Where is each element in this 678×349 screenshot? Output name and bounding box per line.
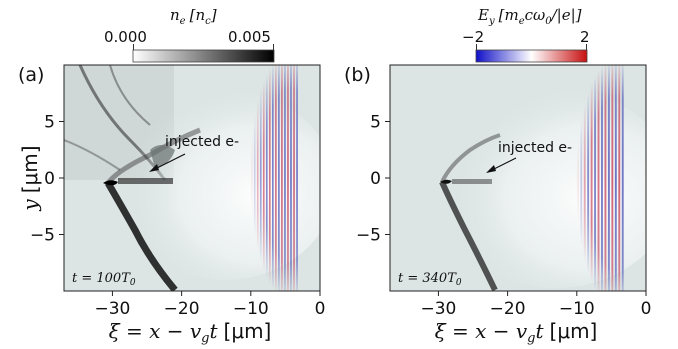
laser-stripe xyxy=(587,65,590,291)
laser-stripe xyxy=(611,65,614,291)
time-label-b: t = 340T0 xyxy=(398,271,462,288)
annotation-arrowhead-b xyxy=(486,165,496,173)
laser-stripe xyxy=(618,65,621,291)
x-tick-label: −20 xyxy=(490,299,526,319)
colorbar-b: Ey [mecω0/|e|] −2 2 xyxy=(462,6,590,63)
x-tick-label: −10 xyxy=(233,299,269,319)
x-axis-label-a: ξ = x − vgt [μm] xyxy=(109,319,272,346)
laser-stripe xyxy=(293,65,295,291)
panel-label-b: (b) xyxy=(344,64,371,86)
colorbar-tick-a-max: 0.005 xyxy=(228,28,271,46)
laser-stripe xyxy=(614,65,617,291)
x-tick-label: −30 xyxy=(94,299,130,319)
laser-stripe xyxy=(296,65,298,291)
laser-stripe xyxy=(262,65,265,291)
laser-stripe xyxy=(287,65,289,291)
y-tick-label: 5 xyxy=(44,113,55,133)
laser-stripe xyxy=(278,65,280,291)
y-axis-label-a: y[μm] xyxy=(18,145,42,211)
laser-stripe xyxy=(272,65,274,291)
panel-a: −30 −20 −10 0 5 0 −5 (a) injected e- t = 100T… xyxy=(18,6,325,346)
x-axis-label-b: ξ = x − vgt [μm] xyxy=(435,319,598,346)
y-tick-label: −5 xyxy=(30,226,55,246)
laser-stripe xyxy=(259,65,262,291)
annotation-arrowhead-a xyxy=(149,164,159,172)
laser-stripe xyxy=(253,65,256,291)
laser-stripe xyxy=(281,65,283,291)
panel-b: −30 −20 −10 0 5 0 −5 (b) injected e- t = 340T… xyxy=(344,6,651,346)
laser-stripe xyxy=(594,65,597,291)
laser-stripe xyxy=(576,65,579,291)
colorbar-label-a: ne [nc] xyxy=(170,6,217,27)
laser-pulse-b xyxy=(569,65,624,291)
colorbar-tick-a-min: 0.000 xyxy=(104,28,147,46)
y-tick-label: 0 xyxy=(44,169,55,189)
x-tick-label: 0 xyxy=(641,299,652,319)
x-tick-label: −30 xyxy=(420,299,456,319)
laser-stripe xyxy=(580,65,583,291)
colorbar-tick-b-min: −2 xyxy=(462,28,484,46)
laser-stripe xyxy=(601,65,603,291)
colorbar-gradient-b xyxy=(475,49,588,63)
y-ticks-a: 5 0 −5 xyxy=(30,113,64,246)
annotation-a: injected e- xyxy=(165,134,239,150)
laser-stripe xyxy=(590,65,593,291)
laser-stripe xyxy=(604,65,607,291)
annotation-b: injected e- xyxy=(498,140,572,156)
x-ticks-a: −30 −20 −10 0 xyxy=(94,291,325,319)
x-tick-label: 0 xyxy=(315,299,326,319)
laser-stripe xyxy=(621,65,624,291)
colorbar-gradient-a xyxy=(132,49,275,63)
density-map-b xyxy=(390,65,646,291)
panel-label-a: (a) xyxy=(18,64,44,86)
laser-stripe xyxy=(569,65,572,291)
x-tick-label: −10 xyxy=(559,299,595,319)
laser-stripe xyxy=(607,65,610,291)
laser-stripe xyxy=(290,65,292,291)
time-label-a: t = 100T0 xyxy=(72,271,136,288)
colorbar-label-b: Ey [mecω0/|e|] xyxy=(477,6,582,27)
y-tick-label: 0 xyxy=(370,169,381,189)
x-tick-label: −20 xyxy=(164,299,200,319)
colorbar-tick-b-max: 2 xyxy=(580,28,590,46)
laser-pulse-a xyxy=(250,65,298,291)
laser-stripe xyxy=(250,65,253,291)
laser-stripe xyxy=(275,65,277,291)
density-map-a xyxy=(64,65,320,291)
x-ticks-b: −30 −20 −10 0 xyxy=(420,291,651,319)
laser-stripe xyxy=(265,65,268,291)
laser-stripe xyxy=(573,65,576,291)
laser-stripe xyxy=(597,65,600,291)
colorbar-a: ne [nc] 0.000 0.005 xyxy=(104,6,275,63)
y-ticks-b: 5 0 −5 xyxy=(356,113,390,246)
laser-stripe xyxy=(268,65,271,291)
laser-stripe xyxy=(284,65,286,291)
y-tick-label: 5 xyxy=(370,113,381,133)
laser-stripe xyxy=(256,65,259,291)
laser-stripe xyxy=(583,65,586,291)
y-tick-label: −5 xyxy=(356,226,381,246)
